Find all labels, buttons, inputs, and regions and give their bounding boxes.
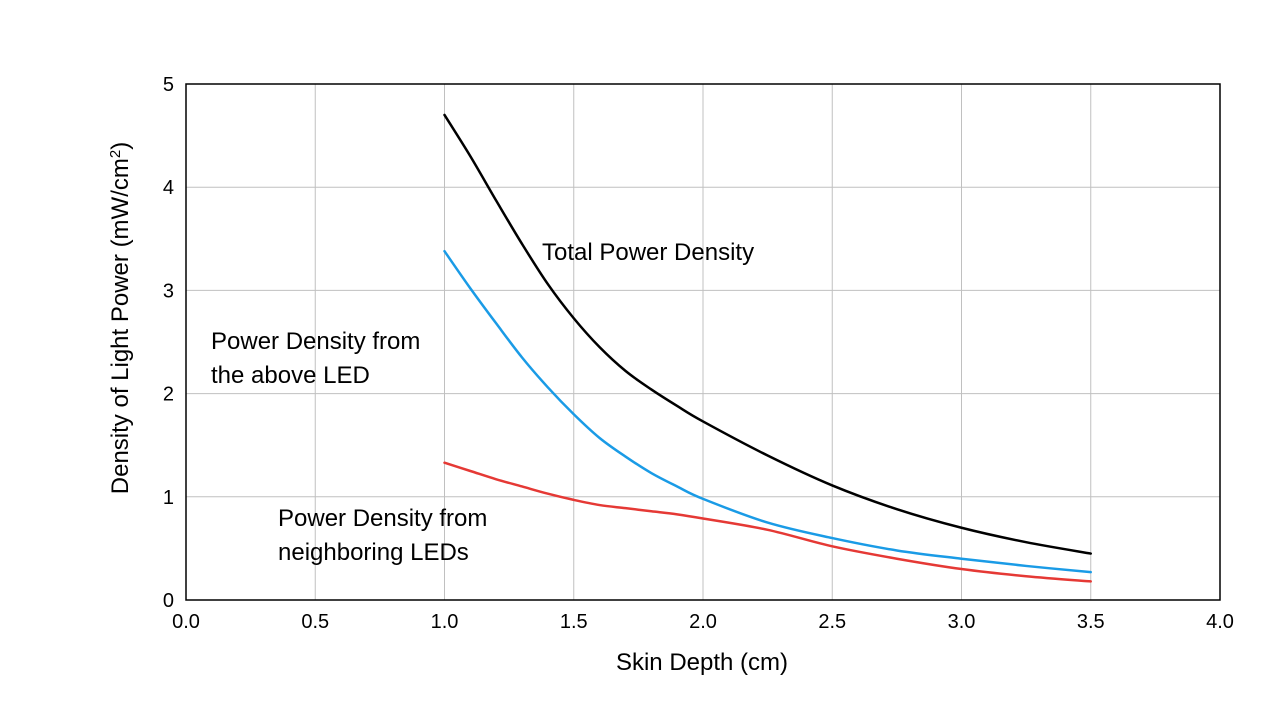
y-axis-title-close: ) [107,142,134,150]
y-axis-title-main: Density of Light Power (mW/cm [107,158,134,494]
y-tick-label: 0 [163,590,174,612]
x-tick-label: 2.0 [689,611,717,633]
y-tick-label: 4 [163,177,174,199]
y-axis-title: Density of Light Power (mW/cm2) [107,142,135,494]
annotation-total-power: Total Power Density [542,239,754,266]
x-tick-label: 1.5 [560,611,588,633]
x-axis-ticks: 0.0 0.5 1.0 1.5 2.0 2.5 3.0 3.5 4.0 [172,611,1234,633]
series-line-total-power [443,113,1092,555]
y-tick-label: 5 [163,74,174,96]
x-tick-label: 4.0 [1206,611,1234,633]
x-tick-label: 0.0 [172,611,200,633]
x-tick-label: 3.0 [948,611,976,633]
y-axis-ticks: 0 1 2 3 4 5 [163,74,174,612]
series-line-neighboring-leds [443,461,1092,583]
plot-frame [185,83,1221,601]
y-tick-label: 2 [163,384,174,406]
x-tick-label: 0.5 [301,611,329,633]
annotation-above-led-line1: Power Density from [211,328,420,355]
annotation-neighbor-line2: neighboring LEDs [278,539,469,566]
x-axis-title: Skin Depth (cm) [616,649,788,676]
annotation-above-led-line2: the above LED [211,362,370,389]
y-axis-title-superscript: 2 [107,150,124,158]
y-tick-label: 3 [163,280,174,302]
series-line-above-led [443,249,1092,574]
series-lines [443,113,1092,583]
annotation-neighbor-line1: Power Density from [278,505,487,532]
x-tick-label: 2.5 [818,611,846,633]
x-tick-label: 3.5 [1077,611,1105,633]
y-tick-label: 1 [163,487,174,509]
x-tick-label: 1.0 [431,611,459,633]
